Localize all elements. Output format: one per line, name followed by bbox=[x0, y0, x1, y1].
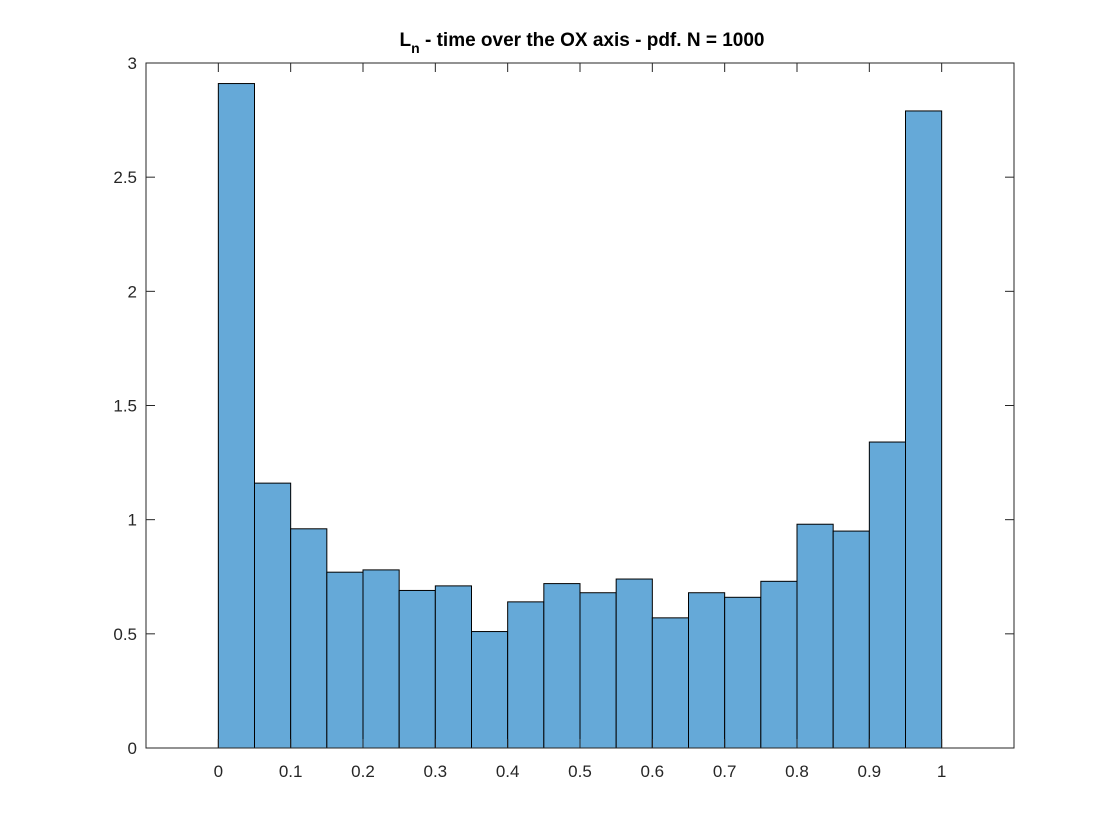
histogram-bar bbox=[471, 631, 509, 749]
x-tick-label: 0.2 bbox=[351, 762, 375, 781]
x-axis-ticks: 0 0.1 0.2 0.3 0.4 0.5 0.6 0.7 0.8 0.9 1 bbox=[214, 63, 946, 781]
x-tick-label: 0.3 bbox=[424, 762, 448, 781]
histogram-bar bbox=[688, 592, 726, 749]
histogram-bar bbox=[724, 596, 762, 749]
histogram-bar bbox=[832, 530, 870, 749]
histogram-bar bbox=[434, 585, 473, 749]
histogram-bar bbox=[507, 601, 545, 749]
histogram-bar bbox=[651, 617, 689, 749]
x-tick-label: 0.5 bbox=[568, 762, 592, 781]
y-tick-label: 0.5 bbox=[113, 625, 137, 644]
histogram-bar bbox=[796, 523, 834, 749]
histogram-bars bbox=[217, 83, 943, 749]
histogram-bar bbox=[543, 583, 581, 749]
y-tick-label: 3 bbox=[128, 54, 137, 73]
x-tick-label: 0.9 bbox=[858, 762, 882, 781]
histogram-bar bbox=[905, 110, 943, 749]
histogram-bar bbox=[868, 441, 906, 749]
x-tick-label: 1 bbox=[937, 762, 946, 781]
histogram-bar bbox=[254, 482, 292, 749]
x-tick-label: 0 bbox=[214, 762, 223, 781]
histogram-bar bbox=[326, 571, 364, 749]
y-tick-label: 0 bbox=[128, 739, 137, 758]
y-tick-label: 2.5 bbox=[113, 168, 137, 187]
chart-title-rest: - time over the OX axis - pdf. N = 1000 bbox=[420, 30, 765, 51]
chart-title-main: L bbox=[400, 30, 412, 51]
histogram-bar bbox=[615, 578, 653, 749]
x-tick-label: 0.8 bbox=[785, 762, 809, 781]
histogram-bar bbox=[579, 592, 617, 749]
histogram-bar bbox=[290, 528, 328, 749]
x-tick-label: 0.6 bbox=[641, 762, 665, 781]
y-tick-label: 1.5 bbox=[113, 397, 137, 416]
x-tick-label: 0.1 bbox=[279, 762, 303, 781]
y-axis-ticks: 0 0.5 1 1.5 2 2.5 3 bbox=[113, 54, 1014, 758]
chart-title: Ln - time over the OX axis - pdf. N = 10… bbox=[400, 30, 765, 56]
histogram-bar bbox=[398, 589, 436, 749]
chart-title-subscript: n bbox=[411, 40, 420, 56]
histogram-bar bbox=[760, 580, 798, 749]
histogram-bar bbox=[217, 83, 255, 749]
x-tick-label: 0.4 bbox=[496, 762, 520, 781]
y-tick-label: 1 bbox=[128, 511, 137, 530]
histogram-bar bbox=[362, 569, 400, 749]
y-tick-label: 2 bbox=[128, 282, 137, 301]
x-tick-label: 0.7 bbox=[713, 762, 737, 781]
